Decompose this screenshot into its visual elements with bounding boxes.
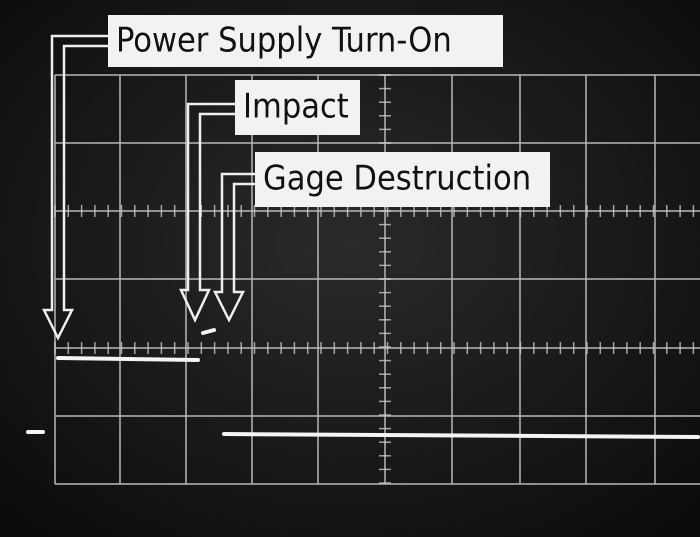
trace-segment bbox=[222, 432, 700, 439]
label: Power Supply Turn-On bbox=[116, 21, 452, 61]
trace-segment bbox=[56, 356, 200, 362]
traces bbox=[26, 328, 700, 439]
label: Gage Destruction bbox=[263, 159, 531, 199]
arrow bbox=[179, 102, 237, 323]
arrow bbox=[212, 172, 257, 323]
graticule-ticks bbox=[54, 74, 695, 484]
label-box bbox=[235, 80, 360, 135]
label-box bbox=[255, 152, 550, 207]
arrow bbox=[41, 34, 110, 341]
trace-segment bbox=[201, 328, 216, 335]
arrows bbox=[41, 34, 257, 341]
graticule bbox=[54, 74, 700, 485]
label: Impact bbox=[243, 87, 349, 127]
label-box bbox=[108, 15, 503, 67]
labels: Power Supply Turn-On Impact Gage Destruc… bbox=[108, 15, 550, 207]
